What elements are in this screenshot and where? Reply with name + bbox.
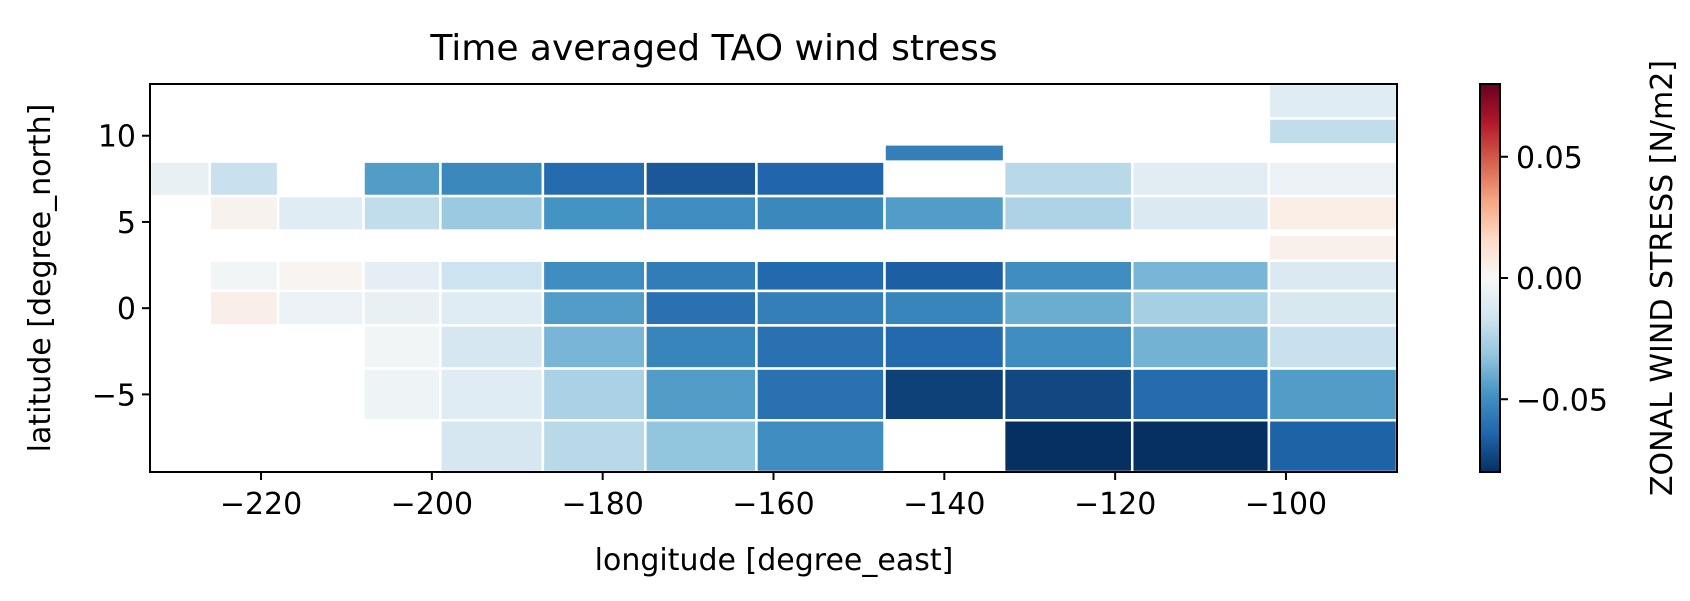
heatmap-cell [362, 259, 442, 293]
heatmap-cell [1267, 367, 1399, 422]
x-tick-label: −160 [732, 487, 814, 522]
heatmap-cell [439, 194, 545, 232]
x-axis-label: longitude [degree_east] [595, 543, 954, 578]
heatmap-cell [362, 160, 442, 198]
heatmap-cell [1130, 259, 1271, 293]
heatmap-cell [208, 259, 280, 293]
heatmap-cell [755, 259, 886, 293]
heatmap-cell [276, 289, 365, 327]
heatmap-cell [755, 194, 886, 232]
colorbar-tick-label: −0.05 [1516, 383, 1608, 418]
heatmap-cell [439, 419, 545, 474]
heatmap-cell [541, 259, 647, 293]
heatmap-cell [883, 289, 1006, 327]
heatmap-cell [755, 289, 886, 327]
y-tick-label: 0 [117, 292, 136, 327]
heatmap-cell [1130, 194, 1271, 232]
heatmap-cell [1267, 117, 1399, 146]
heatmap-cell [1267, 324, 1399, 370]
heatmap-cell [644, 160, 758, 198]
heatmap-cell [439, 160, 545, 198]
heatmap-cell [644, 194, 758, 232]
heatmap-cell [1267, 419, 1399, 474]
y-tick-label: −5 [92, 378, 136, 413]
heatmap-cell [1267, 194, 1399, 232]
heatmap-cell [541, 419, 647, 474]
y-axis-label: latitude [degree_north] [23, 104, 58, 453]
colorbar-ticks: −0.05 0.00 0.05 [1500, 141, 1608, 418]
heatmap-cell [1002, 289, 1134, 327]
y-axis-ticks: −5 0 5 10 [92, 120, 150, 413]
heatmap-cell [1267, 289, 1399, 327]
y-tick-label: 10 [98, 120, 136, 155]
heatmap-cell [644, 289, 758, 327]
heatmap-cells [148, 82, 1399, 474]
heatmap-cell [362, 367, 442, 422]
heatmap-cell [1130, 367, 1271, 422]
colorbar-tick-label: 0.05 [1516, 141, 1583, 176]
heatmap-cell [1130, 324, 1271, 370]
heatmap-cell [883, 143, 1006, 163]
heatmap-cell [541, 160, 647, 198]
heatmap-cell [644, 259, 758, 293]
heatmap-cell [439, 289, 545, 327]
colorbar [1479, 83, 1501, 473]
heatmap-cell [644, 419, 758, 474]
heatmap-cell [1130, 289, 1271, 327]
heatmap-cell [362, 324, 442, 370]
heatmap-cell [883, 367, 1006, 422]
heatmap-cell [148, 160, 212, 198]
heatmap-cell [1002, 160, 1134, 198]
x-tick-label: −140 [903, 487, 985, 522]
heatmap-cell [1002, 367, 1134, 422]
heatmap-cell [755, 324, 886, 370]
heatmap-cell [644, 367, 758, 422]
heatmap-cell [208, 160, 280, 198]
heatmap-cell [883, 259, 1006, 293]
heatmap-cell [1002, 324, 1134, 370]
colorbar-label: ZONAL WIND STRESS [N/m2] [1645, 60, 1680, 496]
heatmap-cell [1267, 259, 1399, 293]
heatmap-cell [276, 259, 365, 293]
heatmap-cell [541, 194, 647, 232]
colorbar-tick-label: 0.00 [1516, 262, 1583, 297]
heatmap-cell [755, 419, 886, 474]
heatmap-cell [883, 194, 1006, 232]
heatmap-cell [439, 324, 545, 370]
heatmap-cell [644, 324, 758, 370]
heatmap-cell [362, 289, 442, 327]
heatmap-cell [208, 194, 280, 232]
heatmap-cell [755, 367, 886, 422]
x-tick-label: −120 [1074, 487, 1156, 522]
heatmap-cell [1130, 160, 1271, 198]
heatmap-cell [1002, 259, 1134, 293]
heatmap-cell [541, 289, 647, 327]
x-tick-label: −220 [220, 487, 302, 522]
heatmap-cell [1002, 419, 1134, 474]
heatmap-cell [883, 324, 1006, 370]
chart-title: Time averaged TAO wind stress [429, 28, 997, 69]
x-tick-label: −200 [391, 487, 473, 522]
heatmap-cell [439, 259, 545, 293]
x-tick-label: −100 [1245, 487, 1327, 522]
y-tick-label: 5 [117, 206, 136, 241]
heatmap-cell [1130, 419, 1271, 474]
heatmap-cell [541, 367, 647, 422]
heatmap-cell [1267, 82, 1399, 120]
heatmap-cell [755, 160, 886, 198]
x-tick-label: −180 [561, 487, 643, 522]
heatmap-cell [362, 194, 442, 232]
heatmap-cell [1267, 233, 1399, 263]
heatmap-cell [1267, 160, 1399, 198]
x-axis-ticks: −220 −200 −180 −160 −140 −120 −100 [220, 472, 1327, 522]
heatmap-cell [439, 367, 545, 422]
heatmap-cell [276, 194, 365, 232]
heatmap-cell [208, 289, 280, 327]
heatmap-cell [541, 324, 647, 370]
heatmap-cell [1002, 194, 1134, 232]
